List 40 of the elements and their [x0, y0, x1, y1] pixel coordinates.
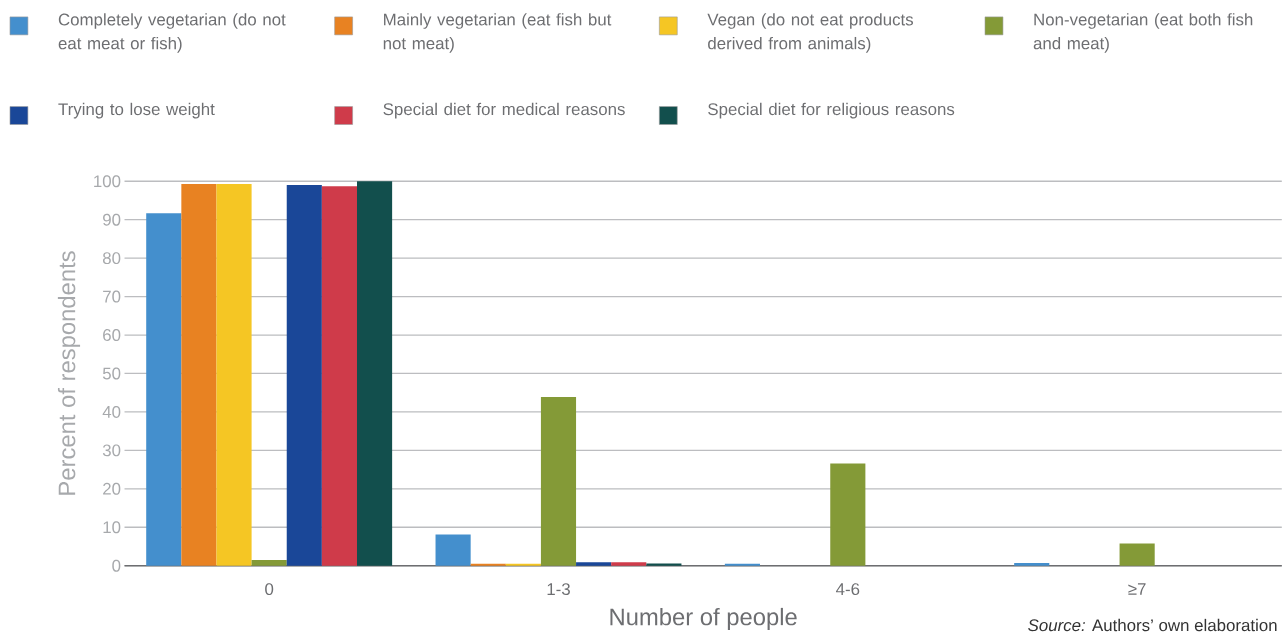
bar: [576, 562, 612, 566]
legend-label: Mainly vegetarian (eat fish but not meat): [383, 12, 612, 53]
y-tick-label: 40: [102, 405, 121, 418]
y-tick-label: 50: [102, 367, 121, 380]
text: Source: Authors’ own elaboration: [1028, 618, 1277, 632]
bar: [1014, 562, 1050, 566]
bar: [540, 396, 577, 566]
bar: [611, 562, 647, 566]
legend-label: Special diet for medical reasons: [383, 102, 625, 119]
x-axis-title: Number of people: [610, 607, 797, 630]
y-tick-label: 70: [103, 290, 121, 303]
y-tick-label: 30: [102, 444, 121, 457]
y-tick-label: 90: [103, 213, 121, 226]
bar: [1119, 543, 1155, 566]
bar: [646, 563, 682, 566]
bar: [321, 186, 357, 566]
x-tick-label: ≥7: [1128, 582, 1146, 595]
bar: [435, 534, 471, 566]
x-tick-label: 1-3: [547, 582, 570, 595]
y-tick-label: 60: [103, 328, 121, 341]
bar: [357, 181, 393, 566]
y-tick-label: 100: [94, 175, 121, 188]
bar: [216, 183, 252, 566]
x-tick-label: 0: [265, 582, 274, 595]
bar: [251, 559, 287, 566]
x-tick-label: 4-6: [836, 582, 860, 595]
y-axis-title: Percent of respondents: [57, 251, 81, 495]
legend-label: Non-vegetarian (eat both fish and meat): [1033, 12, 1253, 53]
y-tick-label: 20: [103, 482, 121, 495]
bar: [830, 463, 866, 566]
bar: [286, 184, 322, 566]
legend-label: Vegan (do not eat products derived from animals): [707, 12, 914, 53]
legend-label: Completely vegetarian (do not eat meat or fish): [58, 12, 286, 53]
bar: [181, 183, 217, 566]
legend-label: Special diet for religious reasons: [708, 102, 955, 119]
y-tick-label: 80: [102, 251, 121, 264]
bar: [146, 212, 182, 566]
y-tick-label: 10: [103, 521, 121, 534]
y-tick-label: 0: [112, 559, 121, 572]
legend-label: Trying to lose weight: [58, 102, 215, 119]
